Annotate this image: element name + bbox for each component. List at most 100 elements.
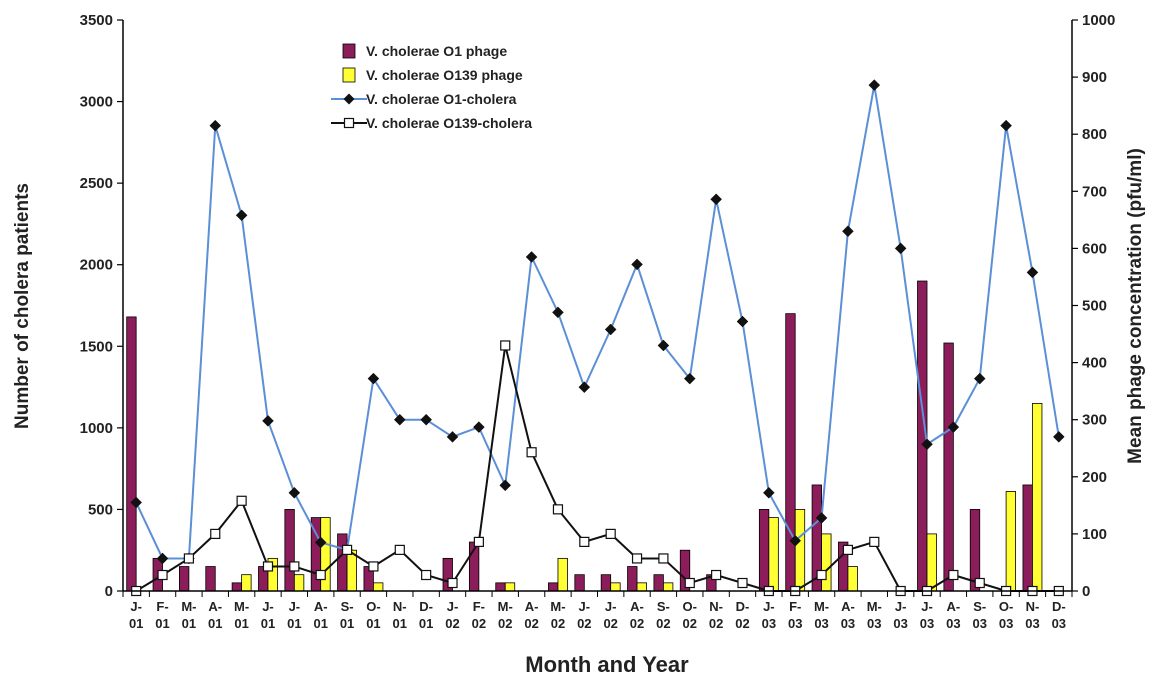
point: [341, 544, 353, 555]
x-tick-label-month: O-: [366, 599, 380, 614]
x-tick-label-year: 01: [393, 616, 407, 631]
x-tick-label-year: 02: [551, 616, 565, 631]
x-tick-label-month: J-: [262, 599, 274, 614]
point: [473, 536, 484, 547]
bar: [610, 582, 621, 592]
point: [1026, 266, 1039, 279]
x-tick-label-year: 01: [366, 616, 380, 631]
y-tick-label-left: 0: [105, 583, 113, 600]
point: [473, 421, 485, 433]
bar: [205, 566, 216, 592]
point: [1052, 430, 1065, 443]
point: [130, 496, 143, 509]
point: [526, 447, 537, 458]
point: [315, 569, 326, 581]
point: [657, 339, 670, 352]
x-tick-label-month: F-: [789, 599, 801, 614]
x-tick-label-year: 02: [656, 616, 670, 631]
x-tick-label-month: A-: [947, 599, 961, 614]
x-tick-label-year: 03: [946, 616, 960, 631]
point: [157, 569, 168, 581]
y-tick-label-right: 400: [1082, 355, 1107, 372]
x-tick-label-month: O-: [683, 599, 697, 614]
bar: [794, 509, 806, 592]
bar: [943, 342, 954, 592]
x-tick-label-year: 03: [788, 616, 802, 631]
y-tick-label-left: 3500: [80, 12, 113, 29]
point: [578, 381, 591, 394]
x-tick-label-year: 02: [445, 616, 459, 631]
point: [552, 504, 564, 515]
x-tick-label-year: 03: [1052, 616, 1066, 631]
bar: [574, 574, 585, 592]
bar: [495, 582, 506, 592]
bar: [758, 509, 770, 592]
point: [711, 569, 722, 581]
bar: [346, 549, 357, 592]
x-tick-label-year: 02: [603, 616, 617, 631]
x-tick-label-month: M-: [181, 599, 196, 614]
x-tick-label-month: S-: [973, 599, 986, 614]
legend-label: V. cholerae O139 phage: [366, 67, 523, 83]
x-tick-label-year: 02: [577, 616, 591, 631]
x-tick-label-month: A-: [841, 599, 855, 614]
x-tick-label-month: J-: [895, 599, 907, 614]
y-tick-label-left: 1500: [80, 338, 113, 355]
point: [420, 413, 433, 426]
x-tick-label-year: 03: [841, 616, 855, 631]
x-tick-label-year: 01: [182, 616, 196, 631]
axes-layer: 0 500 1000 1500 2000 2500 3000 3500 0 100 200 300 40…: [80, 12, 1116, 631]
point: [500, 340, 511, 351]
legend-marker: [343, 93, 355, 105]
bar: [847, 566, 858, 592]
legend-label: V. cholerae O1-cholera: [366, 91, 517, 107]
point: [447, 577, 458, 589]
legend-label: V. cholerae O1 phage: [366, 43, 507, 59]
y-tick-label-right: 800: [1082, 126, 1107, 143]
point: [393, 413, 406, 426]
point: [684, 577, 695, 589]
bar: [600, 574, 612, 592]
legend: V. cholerae O1 phage V. cholerae O139 pha…: [331, 43, 532, 131]
x-tick-label-month: A-: [208, 599, 222, 614]
point: [973, 372, 986, 385]
legend-label: V. cholerae O139-cholera: [366, 115, 532, 131]
x-tick-label-year: 01: [155, 616, 169, 631]
point: [947, 421, 960, 433]
x-tick-label-year: 01: [261, 616, 275, 631]
x-tick-label-year: 02: [524, 616, 538, 631]
x-tick-label-year: 03: [893, 616, 907, 631]
bar: [1022, 484, 1033, 592]
y-tick-label-left: 2500: [80, 175, 113, 192]
bar: [548, 582, 559, 592]
x-tick-label-month: D-: [1052, 599, 1066, 614]
x-tick-label-month: O-: [999, 599, 1013, 614]
x-tick-label-year: 02: [472, 616, 486, 631]
point: [631, 258, 643, 271]
point: [974, 577, 985, 589]
point: [394, 544, 405, 555]
x-tick-label-month: N-: [393, 599, 407, 614]
point: [631, 553, 643, 564]
legend-swatch: [342, 67, 356, 83]
x-tick-label-year: 01: [129, 616, 143, 631]
point: [262, 561, 274, 572]
bar: [284, 509, 295, 592]
point: [1000, 119, 1012, 132]
point: [262, 414, 274, 427]
bar: [231, 582, 243, 592]
bar: [663, 582, 674, 592]
y-tick-label-right: 700: [1082, 183, 1107, 200]
x-tick-label-month: A-: [630, 599, 644, 614]
x-tick-label-year: 02: [630, 616, 644, 631]
x-tick-label-year: 03: [1025, 616, 1039, 631]
x-tick-label-month: J-: [130, 599, 142, 614]
x-tick-label-month: D-: [736, 599, 750, 614]
point: [235, 209, 248, 222]
bar: [337, 533, 348, 592]
x-axis-title: Month and Year: [525, 652, 689, 677]
x-tick-label-month: M-: [814, 599, 829, 614]
y-tick-label-left: 500: [88, 501, 113, 518]
legend-swatch: [342, 43, 356, 59]
